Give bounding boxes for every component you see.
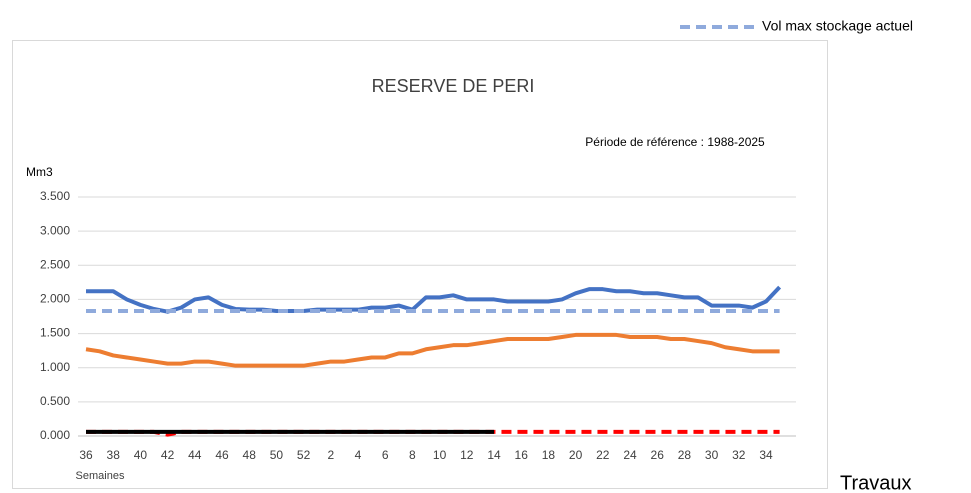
y-axis-label: Mm3 <box>26 165 53 179</box>
x-tick-label: 4 <box>355 448 362 462</box>
annotation: Travaux <box>840 472 912 493</box>
x-tick-label: 42 <box>161 448 175 462</box>
y-tick-label: 1.000 <box>40 360 70 374</box>
x-tick-label: 36 <box>79 448 93 462</box>
x-tick-label: 18 <box>542 448 556 462</box>
series-line <box>85 332 780 368</box>
x-tick-label: 46 <box>215 448 229 462</box>
x-tick-label: 16 <box>515 448 529 462</box>
y-tick-label: 3.500 <box>40 189 70 203</box>
x-tick-label: 48 <box>243 448 257 462</box>
y-tick-label: 3.000 <box>40 223 70 237</box>
x-tick-label: 12 <box>460 448 474 462</box>
x-tick-label: 8 <box>409 448 416 462</box>
chart-frame <box>12 40 828 489</box>
x-tick-label: 34 <box>759 448 773 462</box>
x-tick-label: 40 <box>134 448 148 462</box>
x-tick-label: 6 <box>382 448 389 462</box>
x-tick-label: 28 <box>678 448 692 462</box>
chart-subtitle: Période de référence : 1988-2025 <box>585 135 765 149</box>
x-tick-label: 2 <box>327 448 334 462</box>
x-tick-label: 22 <box>596 448 610 462</box>
y-tick-label: 2.500 <box>40 257 70 271</box>
y-tick-label: 0.000 <box>40 428 70 442</box>
x-tick-label: 10 <box>433 448 447 462</box>
x-tick-label: 26 <box>651 448 665 462</box>
legend-label: Vol max stockage actuel <box>762 18 913 34</box>
chart-title: RESERVE DE PERI <box>372 76 535 96</box>
y-tick-label: 1.500 <box>40 326 70 340</box>
x-tick-label: 52 <box>297 448 311 462</box>
x-tick-label: 44 <box>188 448 202 462</box>
series-line <box>86 285 782 314</box>
x-tick-label: 30 <box>705 448 719 462</box>
x-axis-label: Semaines <box>76 470 125 482</box>
y-tick-label: 2.000 <box>40 292 70 306</box>
x-tick-label: 14 <box>487 448 501 462</box>
x-tick-label: 32 <box>732 448 746 462</box>
x-tick-label: 20 <box>569 448 583 462</box>
y-tick-label: 0.500 <box>40 394 70 408</box>
x-tick-label: 50 <box>270 448 284 462</box>
x-tick-label: 24 <box>623 448 637 462</box>
x-tick-label: 38 <box>107 448 121 462</box>
